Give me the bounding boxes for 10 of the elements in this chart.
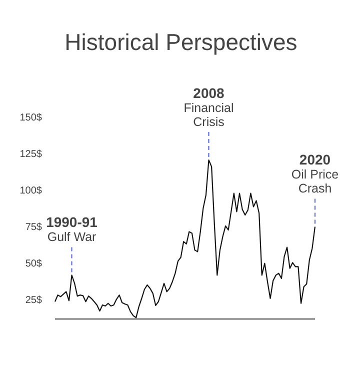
y-tick-label: 50$ bbox=[25, 258, 42, 270]
y-tick-label: 150$ bbox=[20, 112, 42, 124]
annotation: 2020 Oil Price Crash bbox=[291, 152, 339, 196]
y-tick-label: 125$ bbox=[20, 149, 42, 160]
y-tick-label: 75$ bbox=[25, 222, 42, 234]
annotation: 1990-91 Gulf War bbox=[46, 214, 98, 244]
annotation: 2008 Financial Crisis bbox=[184, 84, 234, 129]
y-tick-label: 25$ bbox=[25, 295, 42, 306]
y-tick-label: 100$ bbox=[20, 186, 42, 197]
chart-title: Historical Perspectives bbox=[64, 29, 298, 55]
